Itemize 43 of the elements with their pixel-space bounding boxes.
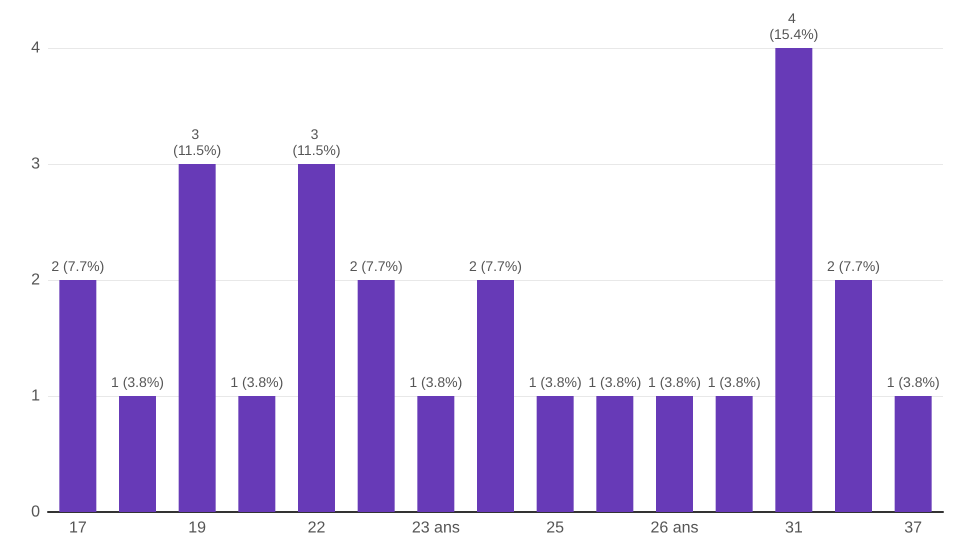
data-label: 2 (7.7%) xyxy=(350,258,403,274)
bar xyxy=(775,48,812,512)
data-label: 1 (3.8%) xyxy=(708,374,761,390)
data-label: 3 (11.5%) xyxy=(292,126,340,158)
bar xyxy=(298,164,335,512)
bar xyxy=(477,280,514,512)
data-label: 1 (3.8%) xyxy=(111,374,164,390)
x-tick-label: 17 xyxy=(68,520,87,536)
bar xyxy=(835,280,872,512)
y-tick-label: 0 xyxy=(31,504,40,520)
bar xyxy=(536,396,574,512)
bar xyxy=(656,396,693,512)
data-label: 1 (3.8%) xyxy=(409,374,462,390)
bar xyxy=(716,396,753,512)
x-tick-label: 23 ans xyxy=(412,520,460,536)
data-label: 2 (7.7%) xyxy=(827,258,880,274)
x-tick-label: 22 xyxy=(308,520,326,536)
bar xyxy=(358,280,395,512)
x-tick-label: 26 ans xyxy=(650,520,699,536)
data-label: 1 (3.8%) xyxy=(230,374,284,390)
x-tick-label: 37 xyxy=(904,520,922,536)
x-tick-label: 31 xyxy=(784,520,803,536)
bar xyxy=(417,396,454,512)
data-label: 2 (7.7%) xyxy=(51,258,104,274)
bar xyxy=(238,396,276,512)
data-label: 2 (7.7%) xyxy=(469,258,522,274)
y-tick-label: 2 xyxy=(31,272,40,288)
y-tick-label: 4 xyxy=(31,40,40,56)
x-tick-label: 19 xyxy=(188,520,206,536)
bar xyxy=(178,164,216,512)
bar xyxy=(119,396,156,512)
y-tick-label: 3 xyxy=(31,156,40,172)
x-tick-label: 25 xyxy=(546,520,564,536)
data-label: 1 (3.8%) xyxy=(648,374,701,390)
data-label: 3 (11.5%) xyxy=(173,126,222,158)
bar xyxy=(596,396,634,512)
data-label: 1 (3.8%) xyxy=(588,374,642,390)
data-label: 4 (15.4%) xyxy=(769,10,818,42)
data-label: 1 (3.8%) xyxy=(528,374,582,390)
data-label: 1 (3.8%) xyxy=(886,374,940,390)
bar xyxy=(894,396,932,512)
bar xyxy=(59,280,96,512)
y-tick-label: 1 xyxy=(31,388,40,404)
